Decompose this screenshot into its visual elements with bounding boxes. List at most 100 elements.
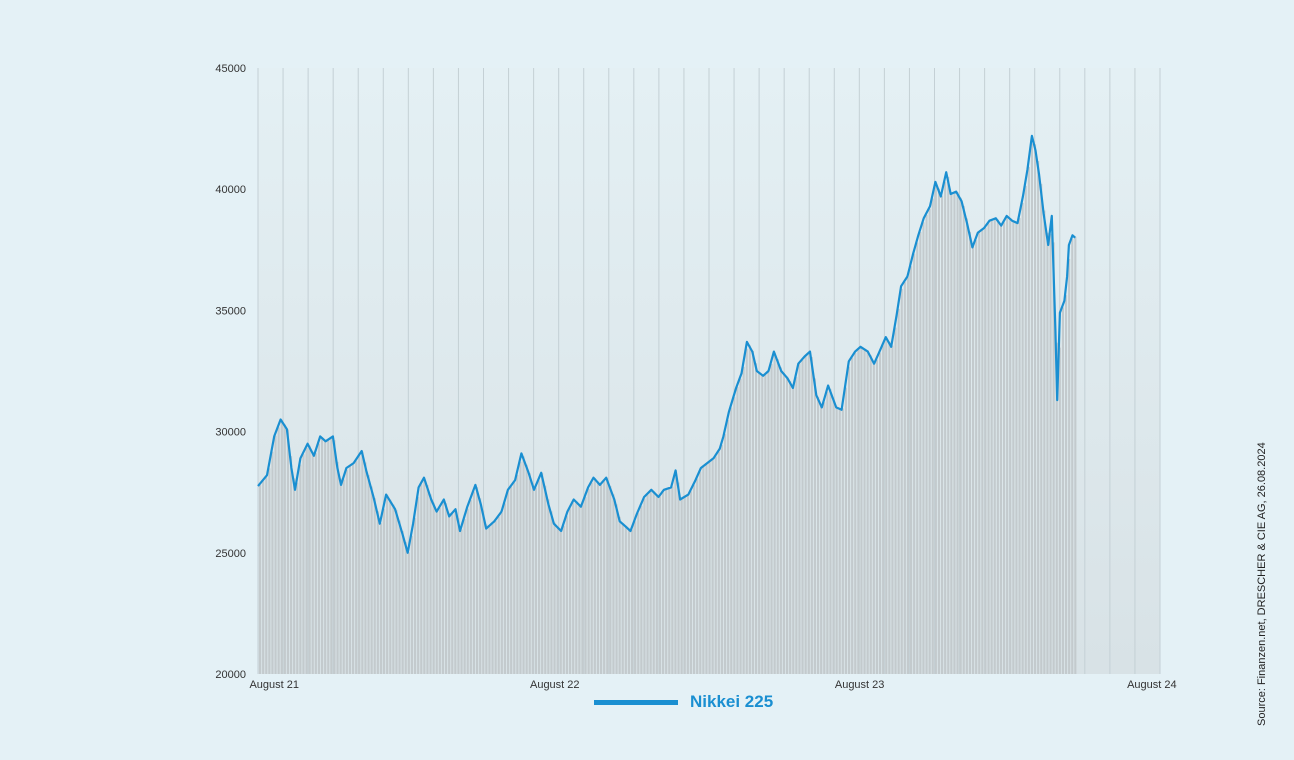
x-tick-label: August 21	[249, 679, 299, 691]
area-bar	[990, 220, 993, 675]
area-bar	[612, 494, 615, 674]
area-bar	[463, 519, 466, 674]
area-bar	[807, 353, 810, 674]
area-bar	[280, 419, 283, 674]
area-bar	[841, 408, 844, 674]
area-bar	[420, 484, 423, 674]
area-bar	[996, 219, 999, 674]
area-bar	[730, 407, 733, 674]
area-bar	[922, 222, 925, 675]
area-bar	[376, 511, 379, 674]
area-bar	[472, 491, 475, 674]
area-bar	[299, 464, 302, 674]
area-bar	[823, 402, 826, 674]
area-bar	[851, 357, 854, 674]
area-bar	[435, 509, 438, 674]
area-bar	[879, 352, 882, 674]
area-bar	[993, 219, 996, 675]
area-bar	[866, 350, 869, 674]
area-bar	[956, 192, 959, 674]
area-bar	[414, 517, 417, 674]
area-bar	[469, 499, 472, 674]
area-bar	[584, 497, 587, 674]
area-bar	[293, 478, 296, 674]
area-bar	[751, 350, 754, 674]
area-bar	[634, 521, 637, 674]
y-tick-label: 30000	[215, 427, 246, 439]
area-bar	[454, 510, 457, 674]
area-bar	[572, 502, 575, 674]
area-bar	[482, 510, 485, 674]
area-bar	[677, 482, 680, 674]
area-bar	[302, 454, 305, 674]
area-bar	[308, 445, 311, 674]
area-bar	[776, 359, 779, 674]
area-bar	[832, 397, 835, 674]
area-bar	[330, 438, 333, 674]
area-bar	[817, 396, 820, 674]
area-bar	[671, 486, 674, 674]
area-bar	[953, 192, 956, 674]
area-bar	[801, 360, 804, 674]
area-bar	[507, 492, 510, 674]
area-bar	[1043, 210, 1046, 674]
area-bar	[445, 503, 448, 674]
legend-swatch	[594, 699, 678, 705]
area-bar	[324, 439, 327, 674]
area-bar	[1015, 222, 1018, 674]
area-bar	[519, 461, 522, 674]
area-bar	[441, 502, 444, 674]
area-bar	[553, 522, 556, 674]
area-bar	[1074, 236, 1077, 675]
area-bar	[451, 514, 454, 674]
area-bar	[959, 197, 962, 674]
area-bar	[950, 191, 953, 674]
area-bar	[364, 462, 367, 674]
area-bar	[432, 502, 435, 674]
area-bar	[1049, 234, 1052, 674]
area-bar	[438, 507, 441, 674]
area-bar	[497, 516, 500, 674]
area-bar	[863, 348, 866, 674]
area-bar	[410, 535, 413, 674]
y-tick-label: 35000	[215, 305, 246, 317]
area-bar	[792, 386, 795, 674]
area-bar	[764, 374, 767, 674]
area-bar	[361, 451, 364, 674]
area-bar	[491, 523, 494, 674]
area-bar	[342, 479, 345, 674]
area-bar	[274, 435, 277, 674]
area-bar	[417, 497, 420, 674]
area-bar	[305, 447, 308, 674]
area-bar	[888, 341, 891, 674]
area-bar	[404, 541, 407, 674]
area-bar	[903, 282, 906, 674]
area-bar	[355, 460, 358, 674]
area-bar	[624, 525, 627, 674]
area-bar	[702, 466, 705, 674]
area-bar	[392, 504, 395, 674]
area-bar	[426, 485, 429, 674]
area-bar	[689, 491, 692, 674]
y-tick-label: 20000	[215, 669, 246, 681]
area-bar	[277, 427, 280, 674]
area-bar	[389, 499, 392, 674]
y-tick-label: 25000	[215, 548, 246, 560]
area-bar	[779, 367, 782, 674]
area-bar	[1061, 307, 1064, 674]
area-bar	[547, 499, 550, 674]
area-bar	[649, 491, 652, 674]
area-bar	[528, 473, 531, 674]
area-bar	[395, 510, 398, 674]
area-bar	[720, 444, 723, 674]
area-bar	[826, 391, 829, 674]
area-bar	[813, 378, 816, 674]
area-bar	[736, 387, 739, 674]
area-bar	[401, 530, 404, 674]
area-bar	[283, 424, 286, 674]
area-bar	[615, 504, 618, 674]
area-bar	[559, 529, 562, 674]
area-bar	[429, 494, 432, 674]
area-bar	[686, 495, 689, 674]
area-bar	[857, 349, 860, 674]
